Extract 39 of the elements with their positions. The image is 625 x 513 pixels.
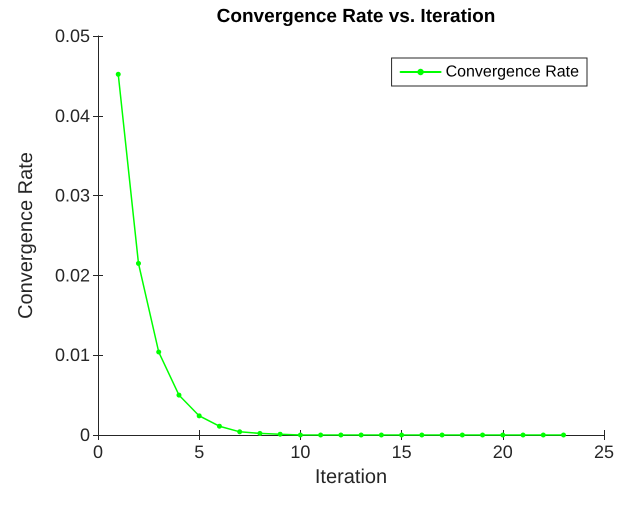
point xyxy=(561,432,566,438)
x-tick-label: 25 xyxy=(594,442,614,462)
point xyxy=(480,432,486,438)
point xyxy=(116,72,121,77)
point xyxy=(338,432,344,438)
point xyxy=(399,432,404,438)
point xyxy=(257,430,262,436)
x-tick-label: 0 xyxy=(92,442,104,462)
point xyxy=(460,432,465,438)
x-axis-title: Iteration xyxy=(314,466,388,488)
point xyxy=(176,392,182,398)
point xyxy=(540,432,546,438)
y-tick-label: 0 xyxy=(80,425,90,445)
y-tick-label: 0.01 xyxy=(54,345,90,366)
point xyxy=(500,432,506,438)
point xyxy=(318,432,324,438)
point xyxy=(419,432,424,438)
point xyxy=(520,432,526,438)
x-tick-label: 10 xyxy=(290,442,310,462)
legend-label: Convergence Rate xyxy=(446,64,580,80)
point xyxy=(136,260,141,266)
point xyxy=(237,429,242,434)
point xyxy=(156,350,162,355)
point xyxy=(278,432,283,437)
y-tick-label: 0.02 xyxy=(54,265,90,286)
x-tick-label: 5 xyxy=(194,442,204,462)
point xyxy=(216,424,222,429)
point xyxy=(298,432,303,438)
y-axis-title: Convergence Rate xyxy=(15,152,37,319)
y-tick-label: 0.03 xyxy=(54,186,90,206)
point xyxy=(358,432,364,438)
point xyxy=(440,432,445,438)
chart-title: Convergence Rate vs. Iteration xyxy=(216,6,496,27)
x-tick-label: 20 xyxy=(492,442,513,462)
point xyxy=(196,413,202,418)
point xyxy=(378,432,384,438)
y-tick-label: 0.04 xyxy=(54,106,90,126)
x-tick-label: 15 xyxy=(392,442,412,462)
y-tick-label: 0.05 xyxy=(54,26,90,46)
